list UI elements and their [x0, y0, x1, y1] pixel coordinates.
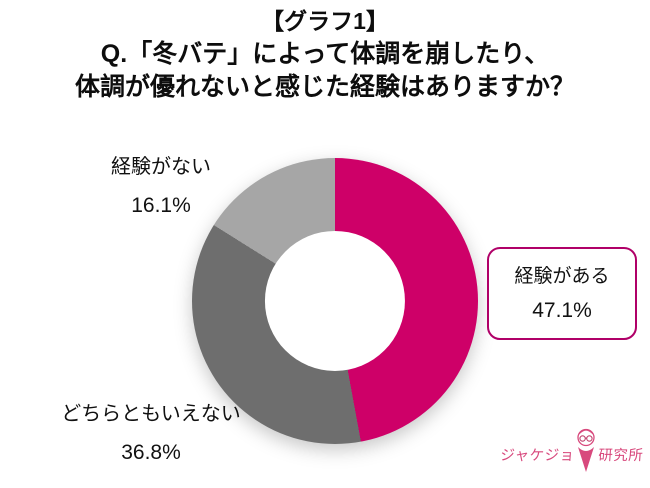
donut-chart [192, 158, 478, 444]
callout-label: 経験がある [514, 265, 610, 287]
brand-logo: ジャケジョ 研究所 [499, 427, 645, 473]
callout-pct: 47.1% [532, 298, 592, 322]
callout-has-experience: 経験がある 47.1% [487, 247, 637, 340]
slice-label-no-experience-pct: 16.1% [131, 194, 191, 217]
logo-text-left: ジャケジョ [499, 448, 576, 464]
slice-label-neither-text: どちらともいえない [61, 403, 241, 425]
slice-label-neither-pct: 36.8% [121, 441, 181, 464]
chart-title: 【グラフ1】 Q.「冬バテ」によって体調を崩したり、 体調が優れないと感じた経験… [0, 4, 650, 104]
girl-with-glasses-icon [577, 428, 595, 472]
logo-text-right: 研究所 [597, 448, 645, 464]
slice-label-no-experience-text: 経験がない [111, 156, 211, 178]
slice-label-neither: どちらともいえない 36.8% [51, 400, 251, 467]
chart-title-line1: 【グラフ1】 [261, 8, 389, 34]
chart-title-line3: 体調が優れないと感じた経験はありますか？ [74, 73, 575, 101]
slice-label-no-experience: 経験がない 16.1% [61, 153, 261, 220]
donut-hole [264, 230, 406, 372]
chart-title-line2: Q.「冬バテ」によって体調を崩したり、 [100, 40, 550, 68]
